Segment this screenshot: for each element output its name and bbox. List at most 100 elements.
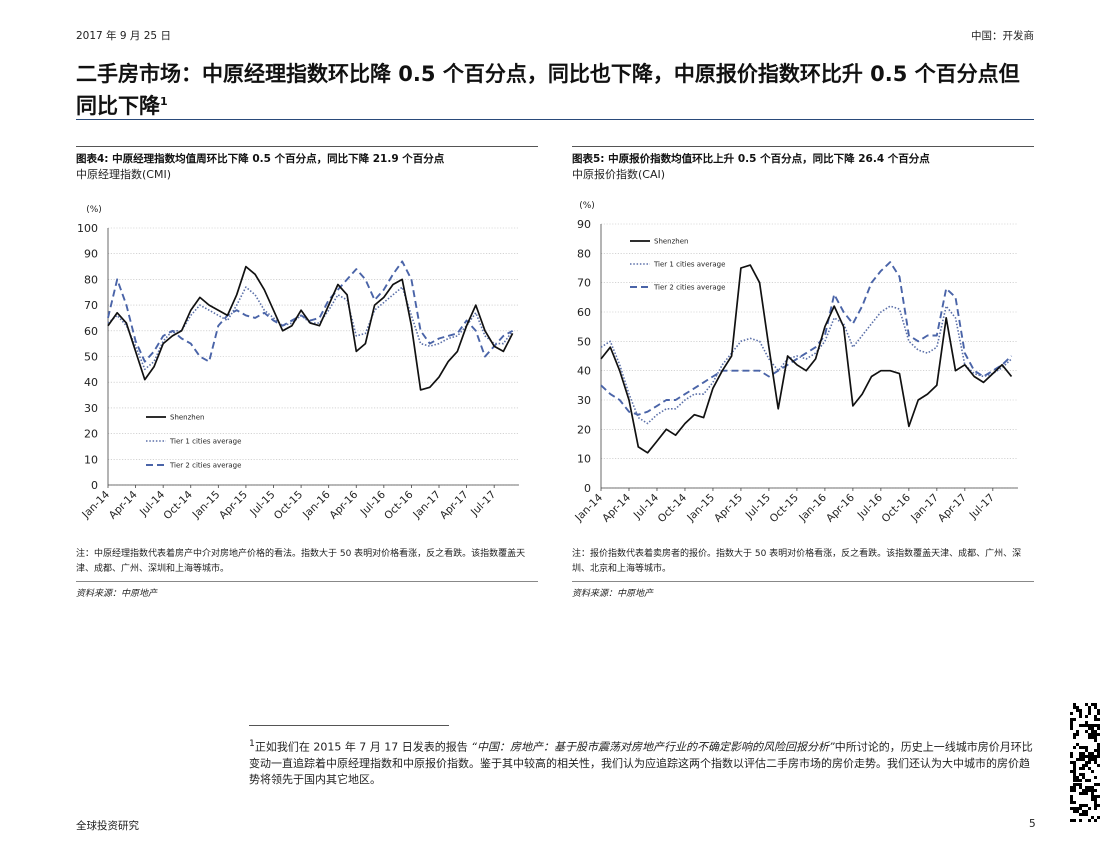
qr-module bbox=[1094, 739, 1097, 742]
x-tick-label: Jan-16 bbox=[300, 488, 333, 521]
qr-module bbox=[1079, 819, 1082, 822]
qr-module bbox=[1097, 752, 1100, 755]
qr-module bbox=[1091, 733, 1094, 736]
x-tick-label: Apr-16 bbox=[327, 488, 360, 521]
qr-module bbox=[1085, 804, 1088, 807]
fig4-top-rule bbox=[76, 146, 538, 147]
legend-label: Tier 2 cities average bbox=[169, 462, 241, 470]
qr-module bbox=[1088, 724, 1091, 727]
qr-module bbox=[1085, 779, 1088, 782]
qr-module bbox=[1091, 795, 1094, 798]
qr-module bbox=[1088, 752, 1091, 755]
y-unit-label: (%) bbox=[86, 205, 102, 215]
qr-module bbox=[1079, 712, 1082, 715]
qr-module bbox=[1079, 783, 1082, 786]
y-tick-label: 20 bbox=[577, 423, 591, 436]
fig4-note: 注：中原经理指数代表着房产中介对房地产价格的看法。指数大于 50 表明对价格看涨… bbox=[76, 549, 526, 574]
y-tick-label: 60 bbox=[84, 325, 98, 338]
qr-module bbox=[1076, 810, 1079, 813]
qr-module bbox=[1082, 789, 1085, 792]
qr-module bbox=[1070, 795, 1073, 798]
y-unit-label: (%) bbox=[579, 201, 595, 211]
qr-module bbox=[1091, 758, 1094, 761]
x-tick-label: Apr-14 bbox=[600, 491, 633, 524]
qr-module bbox=[1073, 783, 1076, 786]
qr-module bbox=[1079, 786, 1082, 789]
qr-module bbox=[1085, 789, 1088, 792]
x-tick-label: Jan-14 bbox=[572, 491, 605, 524]
qr-module bbox=[1085, 724, 1088, 727]
qr-module bbox=[1088, 786, 1091, 789]
x-tick-label: Apr-17 bbox=[438, 489, 471, 522]
y-tick-label: 100 bbox=[77, 222, 98, 235]
qr-module bbox=[1082, 810, 1085, 813]
qr-module bbox=[1082, 724, 1085, 727]
qr-module bbox=[1091, 786, 1094, 789]
qr-module bbox=[1085, 746, 1088, 749]
legend-label: Tier 2 cities average bbox=[653, 284, 725, 292]
qr-module bbox=[1076, 758, 1079, 761]
qr-module bbox=[1097, 783, 1100, 786]
qr-module bbox=[1076, 807, 1079, 810]
title-footnote-mark: 1 bbox=[160, 95, 168, 108]
qr-module bbox=[1079, 746, 1082, 749]
qr-module bbox=[1097, 712, 1100, 715]
y-tick-label: 30 bbox=[84, 402, 98, 415]
qr-module bbox=[1085, 749, 1088, 752]
qr-module bbox=[1073, 779, 1076, 782]
fig5-source: 资料来源：中原地产 bbox=[572, 589, 654, 599]
y-tick-label: 60 bbox=[577, 306, 591, 319]
y-tick-label: 40 bbox=[577, 365, 591, 378]
qr-module bbox=[1076, 783, 1079, 786]
qr-module bbox=[1094, 755, 1097, 758]
qr-module bbox=[1073, 706, 1076, 709]
qr-module bbox=[1088, 779, 1091, 782]
qr-module bbox=[1079, 767, 1082, 770]
qr-module bbox=[1097, 727, 1100, 730]
qr-module bbox=[1079, 773, 1082, 776]
y-tick-label: 80 bbox=[84, 273, 98, 286]
fig5-subtitle: 中原报价指数(CAI) bbox=[572, 168, 666, 181]
qr-module bbox=[1097, 795, 1100, 798]
page-number: 5 bbox=[1029, 818, 1036, 830]
qr-module bbox=[1094, 758, 1097, 761]
qr-module bbox=[1088, 767, 1091, 770]
series-line-shenzhen bbox=[600, 264, 1013, 454]
footnote-text-after: 中所讨论的，历史上一线城市房价月环比变动一直追踪着中原经理指数和中原报价指数。鉴… bbox=[249, 740, 1033, 786]
qr-module bbox=[1094, 789, 1097, 792]
qr-module bbox=[1094, 798, 1097, 801]
y-tick-label: 90 bbox=[84, 248, 98, 261]
qr-module bbox=[1079, 752, 1082, 755]
qr-module bbox=[1070, 801, 1073, 804]
qr-module bbox=[1091, 798, 1094, 801]
qr-module bbox=[1076, 709, 1079, 712]
footnote-report-title: “中国：房地产：基于股市震荡对房地产行业的不确定影响的风险回报分析” bbox=[471, 740, 835, 754]
qr-module bbox=[1079, 755, 1082, 758]
qr-module bbox=[1079, 804, 1082, 807]
qr-module bbox=[1091, 730, 1094, 733]
qr-module bbox=[1088, 706, 1091, 709]
qr-module bbox=[1091, 724, 1094, 727]
qr-module bbox=[1073, 789, 1076, 792]
qr-module bbox=[1070, 727, 1073, 730]
qr-module bbox=[1073, 819, 1076, 822]
x-tick-label: Apr-15 bbox=[712, 492, 745, 525]
fig5-note: 注：报价指数代表着卖房者的报价。指数大于 50 表明对价格看涨，反之看跌。该指数… bbox=[572, 549, 1022, 574]
qr-module bbox=[1094, 801, 1097, 804]
title-rule bbox=[76, 119, 1034, 120]
qr-module bbox=[1085, 755, 1088, 758]
qr-module bbox=[1094, 749, 1097, 752]
qr-module bbox=[1097, 746, 1100, 749]
footnote-text-before: 正如我们在 2015 年 7 月 17 日发表的报告 bbox=[254, 740, 468, 754]
x-tick-label: Apr-16 bbox=[824, 491, 857, 524]
qr-module bbox=[1079, 807, 1082, 810]
qr-module bbox=[1097, 733, 1100, 736]
qr-module bbox=[1082, 776, 1085, 779]
y-tick-label: 0 bbox=[91, 479, 98, 492]
qr-module bbox=[1073, 764, 1076, 767]
legend-label: Shenzhen bbox=[654, 238, 688, 246]
qr-module bbox=[1094, 736, 1097, 739]
qr-module bbox=[1082, 767, 1085, 770]
qr-module bbox=[1088, 758, 1091, 761]
